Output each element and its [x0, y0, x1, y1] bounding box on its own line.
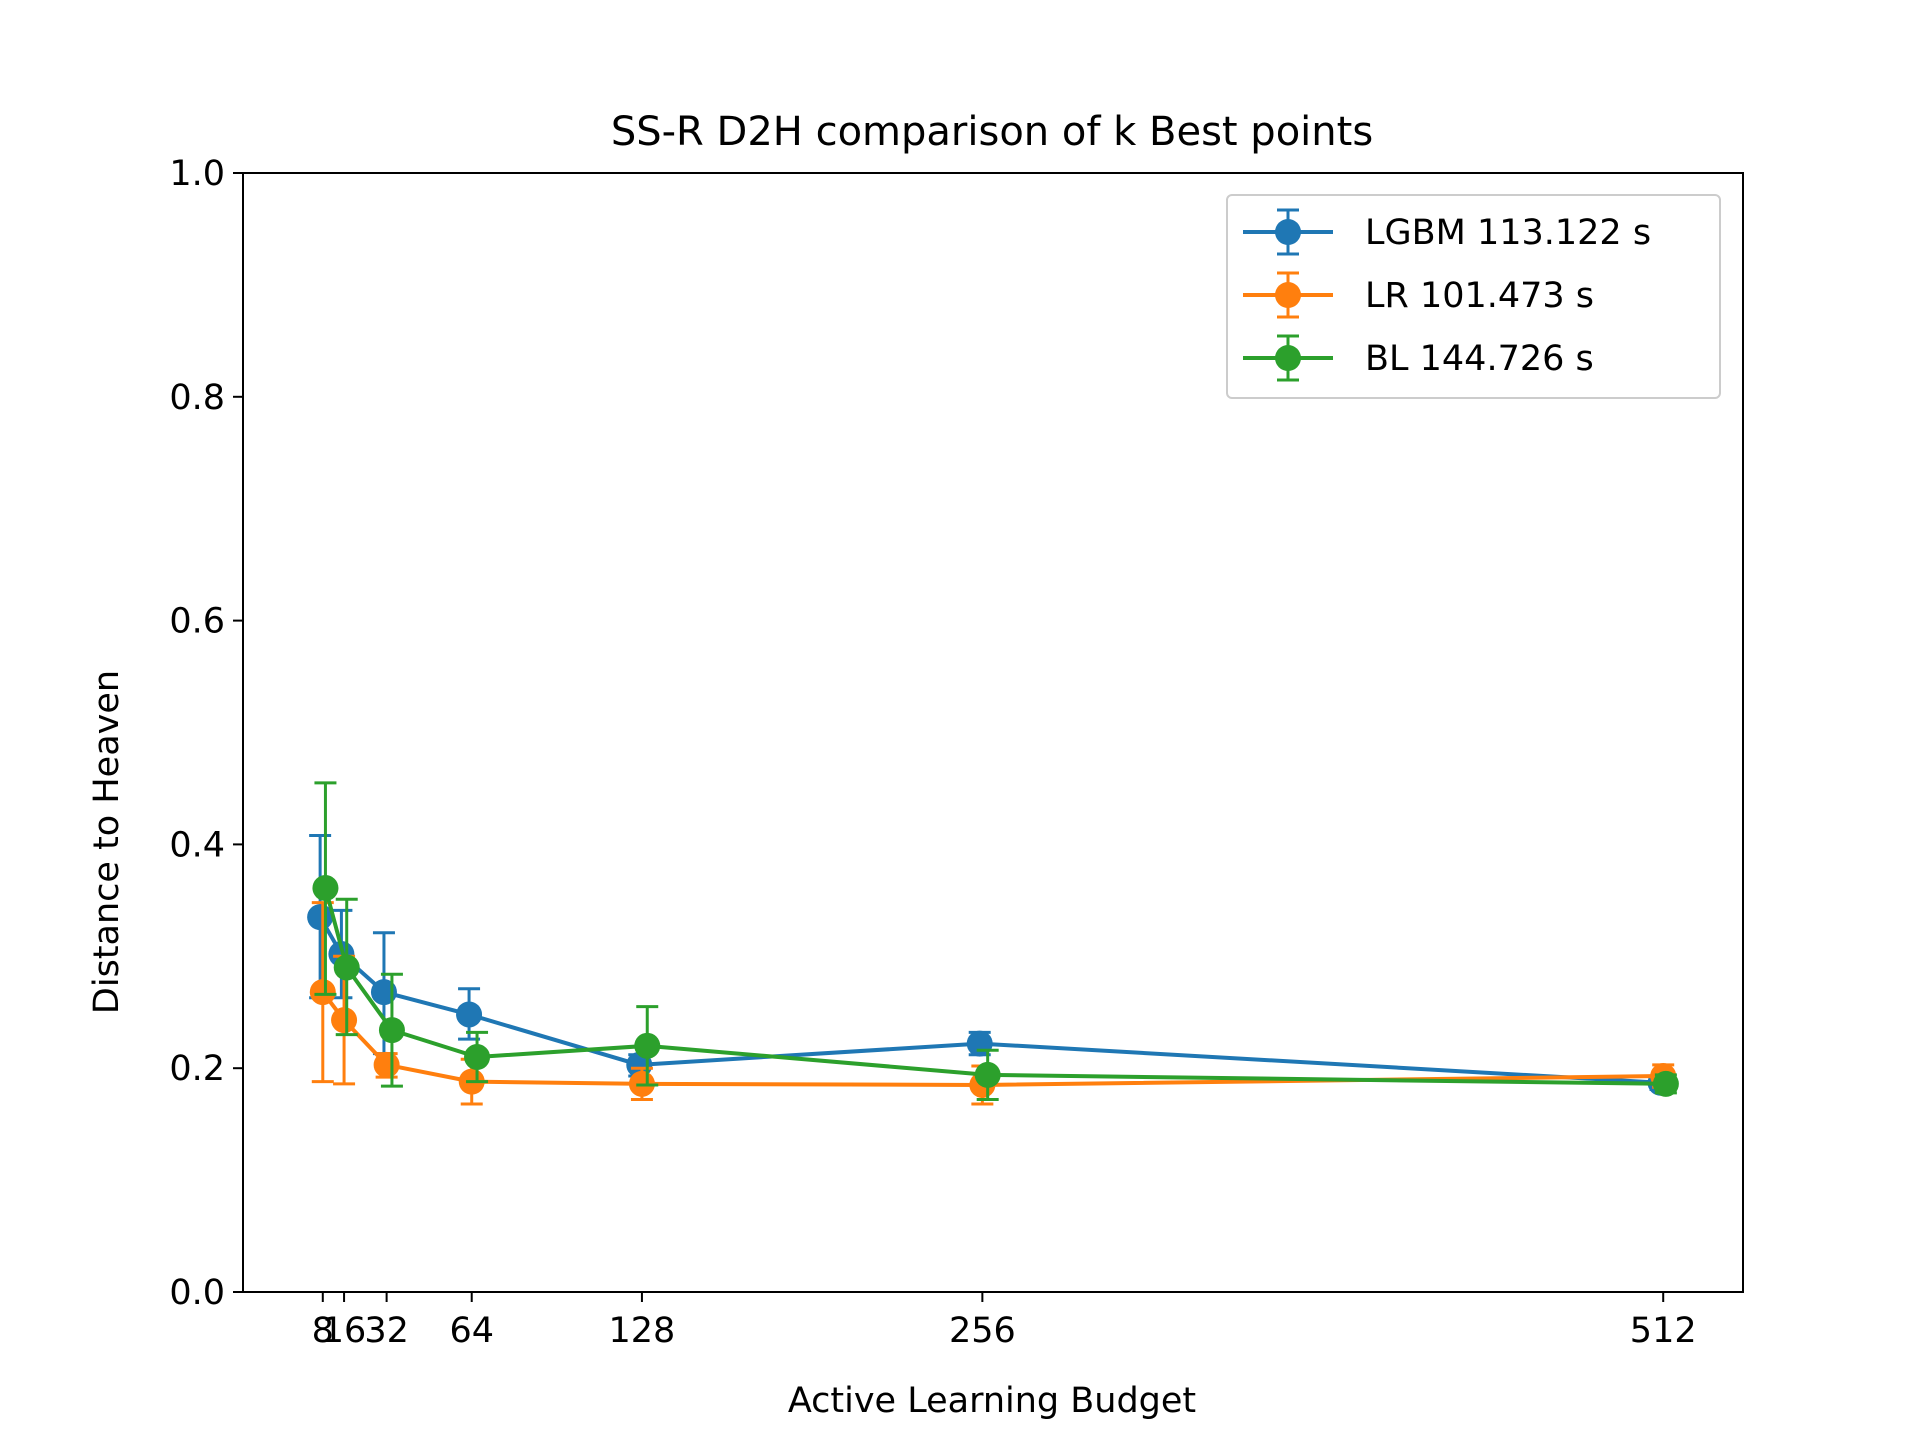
y-tick-label: 0.4	[169, 825, 225, 865]
data-point	[1652, 1070, 1679, 1097]
data-point	[634, 1032, 661, 1059]
x-tick-label: 64	[449, 1311, 494, 1351]
chart-title: SS-R D2H comparison of k Best points	[611, 109, 1373, 155]
y-tick-label: 1.0	[169, 154, 225, 194]
data-point	[456, 1001, 483, 1028]
data-point	[464, 1044, 491, 1071]
data-point	[974, 1061, 1001, 1088]
y-tick-label: 0.0	[169, 1273, 225, 1313]
y-tick-label: 0.6	[169, 602, 225, 642]
legend: LGBM 113.122 s LR 101.473 s BL 144.726 s	[1226, 194, 1721, 399]
data-point	[333, 954, 360, 981]
plot-series	[307, 781, 1679, 1106]
y-tick-label: 0.8	[169, 378, 225, 418]
legend-label: BL 144.726 s	[1365, 339, 1594, 379]
legend-label: LGBM 113.122 s	[1365, 213, 1651, 253]
series-group	[312, 781, 1679, 1102]
legend-marker	[1275, 219, 1301, 245]
x-tick-label: 256	[949, 1311, 1016, 1351]
data-point	[312, 875, 339, 902]
plot-area-frame	[242, 172, 1744, 1293]
x-tick-label: 8	[312, 1311, 334, 1351]
data-point	[378, 1017, 405, 1044]
x-tick-label: 16	[322, 1311, 367, 1351]
legend-label: LR 101.473 s	[1365, 276, 1594, 316]
y-tick-label: 0.2	[169, 1049, 225, 1089]
legend-marker	[1275, 345, 1301, 371]
data-point	[373, 1051, 400, 1078]
data-point	[309, 979, 336, 1006]
legend-marker	[1275, 282, 1301, 308]
x-tick-label: 128	[609, 1311, 676, 1351]
x-axis-label: Active Learning Budget	[788, 1381, 1196, 1421]
x-tick-label: 32	[364, 1311, 409, 1351]
legend-box	[1226, 194, 1721, 399]
y-axis-label: Distance to Heaven	[87, 670, 127, 1014]
x-tick-label: 512	[1630, 1311, 1697, 1351]
data-point	[331, 1007, 358, 1034]
